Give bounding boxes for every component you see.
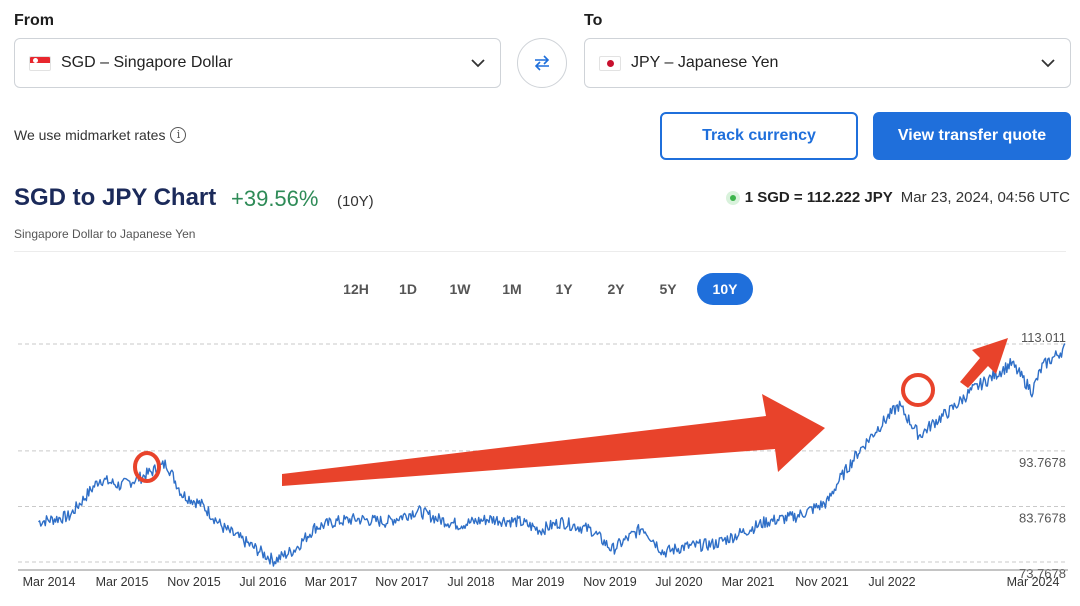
annotation-arrow-long — [282, 394, 825, 486]
from-currency-value: SGD – Singapore Dollar — [61, 54, 233, 71]
change-period: (10Y) — [337, 193, 374, 210]
range-tab-1w[interactable]: 1W — [449, 281, 471, 297]
range-tab-10y[interactable]: 10Y — [697, 273, 753, 305]
live-indicator-icon — [725, 190, 740, 205]
x-tick-label: Jul 2022 — [868, 575, 915, 589]
y-tick-label: 113.011 — [1021, 330, 1066, 345]
current-rate: 1 SGD = 112.222 JPY Mar 23, 2024, 04:56 … — [725, 189, 1070, 206]
divider — [14, 251, 1066, 252]
swap-icon — [534, 55, 550, 71]
to-currency-value: JPY – Japanese Yen — [631, 54, 779, 71]
from-label: From — [14, 12, 54, 29]
x-tick-label: Nov 2019 — [583, 575, 637, 589]
view-transfer-quote-button[interactable]: View transfer quote — [873, 112, 1071, 160]
x-tick-label: Jul 2018 — [447, 575, 494, 589]
chart-title: SGD to JPY Chart — [14, 184, 217, 211]
time-range-tabs: 12H 1D 1W 1M 1Y 2Y 5Y 10Y — [333, 273, 753, 305]
to-currency-select[interactable]: JPY – Japanese Yen — [584, 38, 1071, 88]
range-tab-12h[interactable]: 12H — [343, 281, 369, 297]
japan-flag-icon — [599, 55, 621, 71]
range-tab-1m[interactable]: 1M — [502, 281, 522, 297]
range-tab-5y[interactable]: 5Y — [659, 281, 677, 297]
rate-value: 1 SGD = 112.222 JPY — [744, 189, 893, 206]
chevron-down-icon — [1041, 59, 1055, 68]
chevron-down-icon — [471, 59, 485, 68]
midmarket-note: We use midmarket rates i — [14, 127, 187, 143]
x-tick-label: Mar 2015 — [96, 575, 149, 589]
singapore-flag-icon — [29, 55, 51, 71]
rate-series-line — [38, 343, 1066, 567]
x-tick-label: Mar 2017 — [305, 575, 358, 589]
annotation-circle-2015 — [133, 451, 161, 483]
x-tick-label: Nov 2017 — [375, 575, 429, 589]
rate-timestamp: Mar 23, 2024, 04:56 UTC — [900, 189, 1070, 206]
info-icon[interactable]: i — [170, 127, 187, 143]
range-tab-1d[interactable]: 1D — [399, 281, 417, 297]
midmarket-text: We use midmarket rates — [14, 127, 166, 143]
x-tick-label: Mar 2024 — [1007, 575, 1060, 589]
y-tick-label: 93.7678 — [1019, 455, 1066, 470]
y-tick-label: 83.7678 — [1019, 510, 1066, 525]
annotation-circle-2022 — [901, 373, 935, 407]
from-currency-select[interactable]: SGD – Singapore Dollar — [14, 38, 501, 88]
x-tick-label: Jul 2016 — [239, 575, 286, 589]
x-tick-label: Mar 2019 — [512, 575, 565, 589]
x-tick-label: Nov 2021 — [795, 575, 849, 589]
x-tick-label: Nov 2015 — [167, 575, 221, 589]
swap-currencies-button[interactable] — [517, 38, 567, 88]
range-tab-1y[interactable]: 1Y — [555, 281, 573, 297]
track-currency-button[interactable]: Track currency — [660, 112, 858, 160]
x-tick-label: Mar 2021 — [722, 575, 775, 589]
x-tick-label: Mar 2014 — [23, 575, 76, 589]
range-tab-2y[interactable]: 2Y — [607, 281, 625, 297]
annotation-arrow-end — [960, 338, 1008, 388]
percent-change: +39.56% — [231, 186, 319, 211]
x-tick-label: Jul 2020 — [655, 575, 702, 589]
to-label: To — [584, 12, 603, 29]
chart-subtitle: Singapore Dollar to Japanese Yen — [14, 227, 196, 241]
